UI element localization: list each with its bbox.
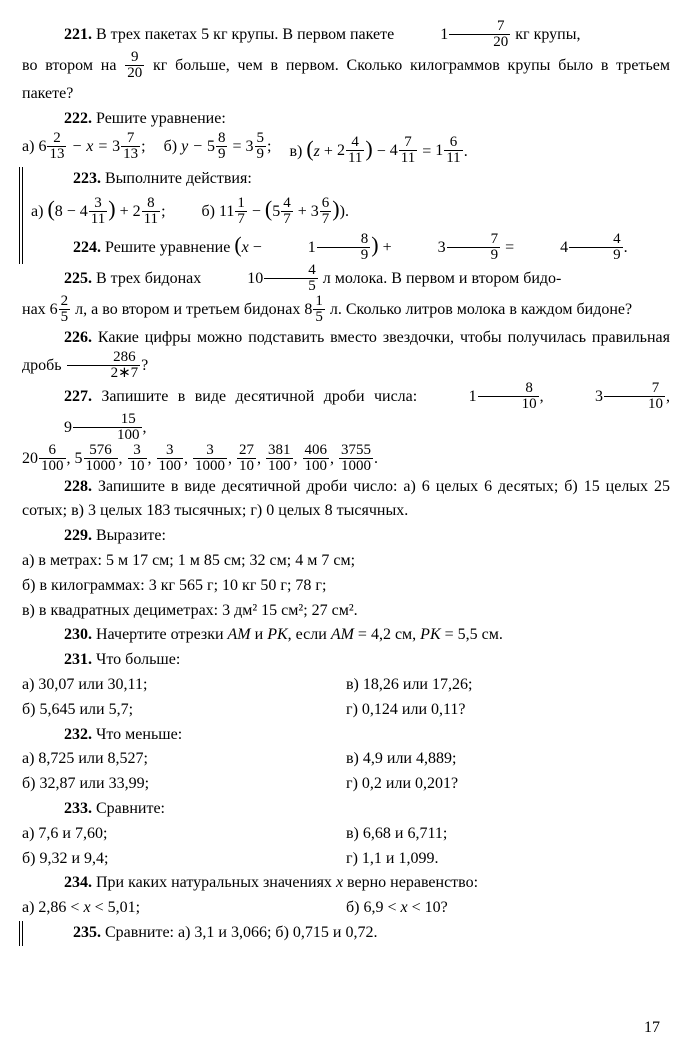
problem-222-equations: а) 6213 − x = 3713; б) y − 589 = 359; в)… xyxy=(22,132,670,168)
problem-226: 226. Какие цифры можно подставить вместо… xyxy=(22,326,670,382)
problem-233: 233. Сравните: xyxy=(22,797,670,822)
problem-228: 228. Запишите в виде десятичной дроби чи… xyxy=(22,475,670,525)
problem-223-title: 223. Выполните действия: xyxy=(31,167,670,192)
page-number: 17 xyxy=(644,1016,660,1041)
problem-number: 221. xyxy=(64,26,92,43)
problem-230: 230. Начертите отрезки AM и PK, если AM … xyxy=(22,623,670,648)
problem-224: 224. Решите уравнение (x − 189) + 379 = … xyxy=(31,228,670,264)
problem-229: 229. Выразите: xyxy=(22,524,670,549)
problem-235: 235. Сравните: а) 3,1 и 3,066; б) 0,715 … xyxy=(19,921,670,946)
problem-221: 221. В трех пакетах 5 кг крупы. В первом… xyxy=(22,20,670,51)
problem-232: 232. Что меньше: xyxy=(22,723,670,748)
problem-222-title: 222. Решите уравнение: xyxy=(22,107,670,132)
problem-234: 234. При каких натуральных значениях x в… xyxy=(22,871,670,896)
problem-225: 225. В трех бидонах 1045 л молока. В пер… xyxy=(22,264,670,295)
problem-227: 227. Запишите в виде десятичной дроби чи… xyxy=(22,382,670,444)
problem-223-eq: а) (8 − 4311) + 2811; б) 1117 − (547 + 3… xyxy=(31,192,670,228)
problem-221-cont: во втором на 920 кг больше, чем в первом… xyxy=(22,51,670,107)
problem-231: 231. Что больше: xyxy=(22,648,670,673)
problem-223-224-block: 223. Выполните действия: а) (8 − 4311) +… xyxy=(19,167,670,263)
